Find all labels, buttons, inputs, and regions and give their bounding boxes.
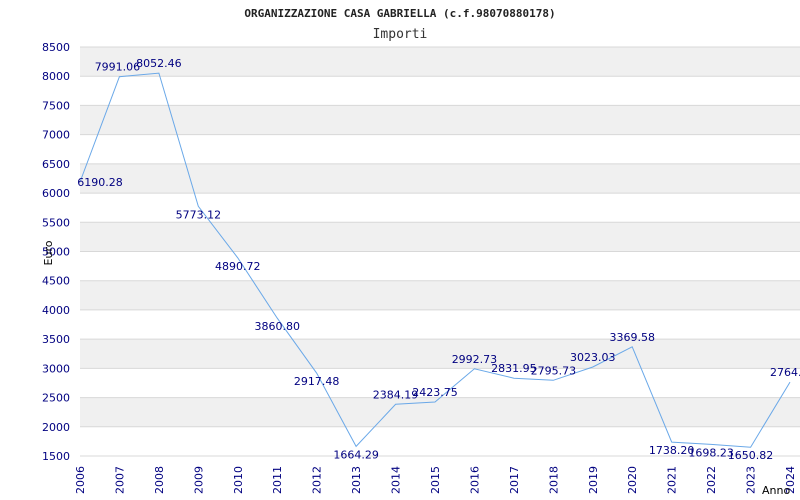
y-tick-label: 8500 [42,41,70,54]
chart-subtitle: Importi [373,27,428,42]
x-tick-label: 2019 [587,466,600,494]
y-tick-label: 5500 [42,216,70,229]
y-tick-label: 2000 [42,421,70,434]
y-tick-label: 2500 [42,392,70,405]
data-label: 2795.73 [531,364,577,377]
x-tick-label: 2009 [192,466,205,494]
x-tick-label: 2006 [74,466,87,494]
series-line [79,72,791,448]
y-tick-label: 7000 [42,129,70,142]
plot-band [80,105,800,135]
y-axis-label: Euro [42,240,55,265]
plot-band [80,339,800,369]
plot-band [80,163,800,194]
plot-band [80,193,800,223]
x-tick-label: 2015 [429,466,442,494]
y-tick-labels: 1500 2000 2500 3000 3500 4000 4500 5000 5500 6000… [42,41,70,463]
plot-band [80,47,800,77]
data-label: 1650.82 [728,449,774,462]
y-tick-label: 4000 [42,304,70,317]
x-tick-label: 2020 [626,466,639,494]
y-tick-label: 6000 [42,187,70,200]
x-tick-label: 2011 [271,466,284,494]
chart-title: ORGANIZZAZIONE CASA GABRIELLA (c.f.98070… [244,7,555,20]
data-label: 2764.80 [770,366,800,379]
y-tick-label: 5000 [42,246,70,259]
y-tick-label: 1500 [42,450,70,463]
data-label: 1738.20 [649,444,695,457]
plot-band [80,426,800,456]
y-tick-label: 6500 [42,158,70,171]
y-tick-label: 3500 [42,333,70,346]
x-axis-label: Anno [762,484,790,497]
x-tick-labels: 2006 2007 2008 2009 2010 2011 2012 2013 2014 2015… [74,466,797,494]
data-label: 1698.23 [688,446,734,459]
plot-band [80,134,800,164]
plot-band [80,309,800,340]
plot-background [80,47,800,456]
data-label: 4890.72 [215,260,261,273]
plot-band [80,222,800,252]
plot-band [80,280,800,310]
x-tick-label: 2008 [153,466,166,494]
x-tick-label: 2018 [547,466,560,494]
data-label: 1664.29 [333,448,379,461]
x-tick-label: 2013 [350,466,363,494]
x-tick-label: 2007 [113,466,126,494]
y-tick-label: 7500 [42,99,70,112]
y-tick-label: 4500 [42,275,70,288]
x-tick-label: 2024 [784,466,797,494]
plot-band [80,397,800,427]
y-tick-label: 3000 [42,362,70,375]
data-label: 2831.95 [491,362,537,375]
x-tick-label: 2010 [232,466,245,494]
y-tick-label: 8000 [42,70,70,83]
data-label: 3369.58 [609,331,655,344]
x-tick-label: 2023 [745,466,758,494]
data-label: 2917.48 [294,375,340,388]
plot-band [80,76,800,106]
x-tick-label: 2012 [311,466,324,494]
plot-band [80,251,800,281]
data-label: 3860.80 [254,320,300,333]
x-tick-label: 2014 [390,466,403,494]
x-tick-label: 2021 [666,466,679,494]
data-label: 2423.75 [412,386,458,399]
data-label: 6190.28 [77,176,123,189]
data-label: 3023.03 [570,351,616,364]
x-tick-label: 2017 [508,466,521,494]
data-label: 5773.12 [176,208,222,221]
plot-band [80,368,800,398]
data-label: 2992.73 [452,353,498,366]
x-tick-label: 2016 [468,466,481,494]
data-label: 2384.19 [373,388,419,401]
data-label: 8052.46 [136,57,182,70]
data-label: 7991.06 [95,61,141,74]
y-gridlines [80,46,800,457]
x-tick-label: 2022 [705,466,718,494]
